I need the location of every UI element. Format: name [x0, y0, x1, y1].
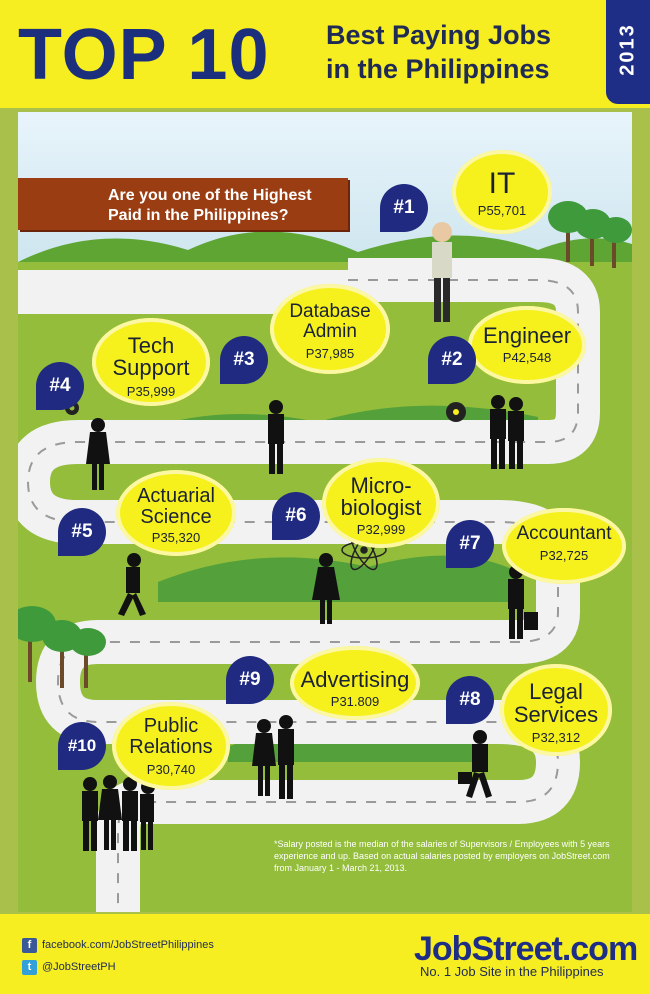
bubble-7 — [502, 508, 626, 584]
job-title-2: Engineer — [482, 323, 572, 348]
bubble-1 — [452, 150, 552, 234]
road-center-line — [26, 279, 579, 912]
bubble-2 — [468, 306, 586, 384]
job-title-8b: Services — [513, 702, 599, 727]
job-title-6b: biologist — [340, 495, 422, 520]
header — [0, 0, 650, 108]
subtitle-line-1: Best Paying Jobs — [326, 20, 552, 50]
page-subtitle: Best Paying Jobs in the Philippines — [326, 18, 551, 86]
rank-badge-7: #7 — [446, 520, 494, 568]
twitter-icon[interactable]: t — [22, 960, 37, 975]
radiation-icon — [446, 402, 466, 422]
banner-text: Are you one of the Highest Paid in the P… — [108, 186, 328, 226]
rank-badge-9: #9 — [226, 656, 274, 704]
twitter-link[interactable]: @JobStreetPH — [42, 961, 116, 973]
person-silhouettes — [82, 222, 538, 851]
job-title-9: Advertising — [300, 667, 410, 692]
job-salary-10: P30,740 — [146, 762, 196, 777]
job-title-4b: Support — [112, 355, 190, 380]
bubble-10 — [112, 702, 230, 790]
job-salary-5: P35,320 — [151, 530, 201, 545]
question-banner — [18, 178, 348, 230]
facebook-link[interactable]: facebook.com/JobStreetPhilippines — [42, 939, 214, 951]
bubble-3 — [270, 284, 390, 374]
rank-badge-4: #4 — [36, 362, 84, 410]
bubble-6 — [322, 458, 440, 548]
job-title-5a: Actuarial — [137, 485, 215, 507]
year-tab — [606, 0, 650, 104]
job-title-10a: Public — [143, 715, 199, 737]
bubble-4 — [92, 318, 210, 406]
brand-tagline: No. 1 Job Site in the Philippines — [420, 964, 604, 979]
rank-badge-8: #8 — [446, 676, 494, 724]
job-title-3b: Admin — [303, 321, 357, 342]
brand-logo: JobStreet.com — [414, 930, 638, 968]
rank-badge-2: #2 — [428, 336, 476, 384]
job-salary-2: P42,548 — [502, 350, 552, 365]
job-salary-6: P32,999 — [356, 522, 406, 537]
banner-line-1: Are you one of the Highest — [108, 187, 312, 204]
trees-bottom-left — [18, 606, 106, 688]
banner-line-2: Paid in the Philippines? — [108, 207, 289, 224]
bubble-8 — [500, 664, 612, 756]
job-title-8a: Legal — [529, 679, 583, 704]
footer — [0, 914, 650, 994]
rank-badge-6: #6 — [272, 492, 320, 540]
job-salary-7: P32,725 — [539, 548, 589, 563]
job-title-5b: Science — [140, 506, 212, 528]
job-salary-9: P31.809 — [330, 694, 380, 709]
job-salary-4: P35,999 — [126, 384, 176, 399]
job-title-3a: Database — [289, 301, 371, 322]
bubble-5 — [116, 470, 236, 556]
subtitle-line-2: in the Philippines — [326, 54, 550, 84]
job-title-4a: Tech — [127, 333, 175, 358]
year-label: 2013 — [616, 23, 639, 76]
rank-badge-1: #1 — [380, 184, 428, 232]
facebook-icon[interactable]: f — [22, 938, 37, 953]
rank-badge-10: #10 — [58, 722, 106, 770]
job-title-10b: Relations — [129, 736, 213, 758]
board-illustration — [18, 201, 632, 912]
hill-row-3 — [158, 555, 518, 602]
job-title-1: IT — [488, 167, 516, 200]
job-salary-8: P32,312 — [531, 730, 581, 745]
job-title-6a: Micro- — [350, 473, 412, 498]
trees-top-right — [548, 201, 632, 268]
rank-badge-5: #5 — [58, 508, 106, 556]
salary-footnote: *Salary posted is the median of the sala… — [274, 839, 610, 873]
rank-badge-3: #3 — [220, 336, 268, 384]
page-title: TOP 10 — [18, 15, 270, 95]
job-salary-1: P55,701 — [477, 203, 527, 218]
job-salary-3: P37,985 — [305, 346, 355, 361]
job-title-7: Accountant — [516, 523, 612, 544]
bubble-9 — [290, 646, 420, 720]
